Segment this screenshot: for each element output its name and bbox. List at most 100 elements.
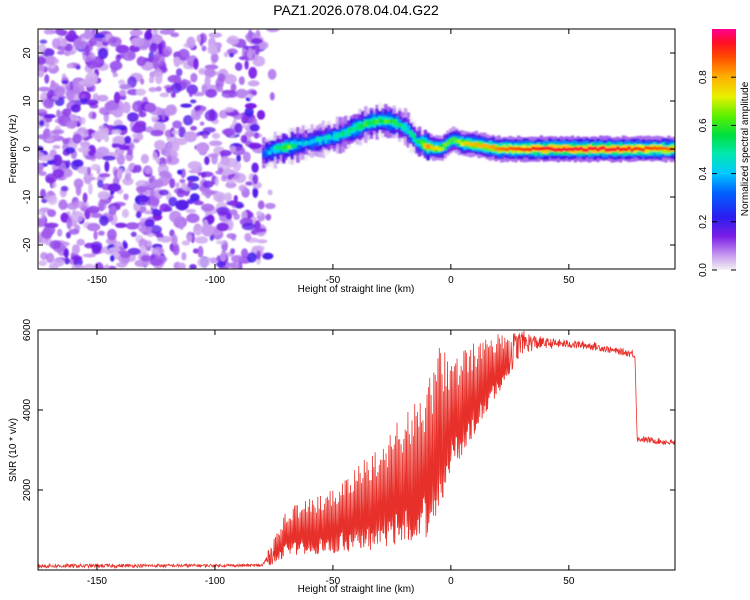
ridge-cell [491,144,495,149]
ridge-cell [437,147,442,151]
ridge-cell [483,143,487,147]
ridge-cell [587,146,592,151]
noise-blob [44,74,50,84]
ridge-cell [298,141,303,145]
noise-blob [200,171,214,178]
ridge-cell [533,147,538,151]
noise-blob [207,44,218,55]
noise-blob [52,129,65,135]
noise-blob [44,114,56,119]
noise-blob [217,85,223,92]
ridge-cell [573,146,578,151]
noise-blob [145,31,153,40]
ridge-cell [375,119,379,124]
snr-plot-area [38,330,675,570]
noise-blob [131,169,138,174]
noise-blob [223,128,235,137]
ridge-cell [400,125,405,130]
noise-blob [197,257,210,268]
noise-blob [140,78,145,85]
noise-blob [190,72,198,83]
noise-blob [161,110,166,121]
noise-blob [57,228,63,237]
noise-blob [267,68,277,80]
colorbar-tick-label: 0.2 [698,214,709,228]
noise-blob [252,55,266,67]
ridge-cell [468,142,473,147]
ridge-cell [548,146,552,151]
noise-blob [45,173,57,184]
noise-blob [244,103,257,109]
noise-blob [171,234,178,246]
noise-blob [132,123,145,134]
noise-blob [53,257,65,267]
noise-blob [82,253,97,258]
noise-blob [132,100,145,113]
noise-blob [40,188,46,200]
ridge-cell [508,146,512,150]
noise-blob [79,33,93,39]
noise-blob [247,80,260,87]
noise-blob [256,110,266,120]
noise-blob [196,34,202,43]
ridge-cell [457,139,462,147]
noise-blob [41,198,48,204]
ridge-cell [635,146,640,151]
noise-blob [101,127,109,135]
ridge-cell [403,125,408,131]
noise-blob [256,249,261,260]
noise-blob [51,95,60,101]
noise-blob [223,74,237,85]
noise-blob [208,32,223,38]
noise-blob [185,208,197,214]
noise-blob [178,126,186,138]
ridge-cell [627,146,631,150]
colorbar-tick-label: 0.8 [698,70,709,84]
ridge-cell [624,147,629,152]
noise-blob [44,222,59,228]
ridge-cell [536,147,541,151]
noise-blob [202,180,214,188]
noise-blob [168,196,178,207]
noise-blob [158,43,163,56]
noise-blob [248,142,262,149]
noise-blob [116,153,125,164]
ridge-cell [446,141,450,145]
ridge-cell [522,148,527,152]
x-tick-label: -150 [87,576,107,587]
noise-blob [230,83,237,92]
noise-blob [248,29,253,40]
ridge-cell [579,146,583,151]
ridge-cell [550,147,555,151]
noise-blob [269,92,275,101]
noise-blob [39,119,45,127]
noise-blob [210,53,219,63]
colorbar-label: Normalized spectral amplitude [740,81,750,216]
noise-blob [140,153,149,164]
ridge-cell [616,146,620,150]
ridge-cell [650,146,654,151]
noise-blob [150,34,163,44]
noise-blob [165,87,173,94]
noise-blob [39,39,48,44]
noise-blob [201,203,215,212]
ridge-cell [287,145,292,150]
ridge-cell [638,147,643,151]
noise-blob [204,109,218,122]
ridge-cell [338,132,343,138]
noise-blob [98,107,107,115]
noise-blob [216,261,226,268]
noise-blob [121,208,129,218]
noise-blob [38,64,46,71]
ridge-cell [267,146,272,155]
noise-blob [208,140,223,147]
noise-blob [49,240,62,250]
snr-frame [37,329,676,571]
noise-blob [53,86,66,97]
snr-x-ticks: -150 -100 -50 0 50 [87,330,575,587]
ridge-cell [514,147,518,151]
noise-blob [87,205,100,214]
y-tick-label: 2000 [22,478,33,501]
noise-blob [38,218,46,226]
noise-blob [177,169,183,175]
